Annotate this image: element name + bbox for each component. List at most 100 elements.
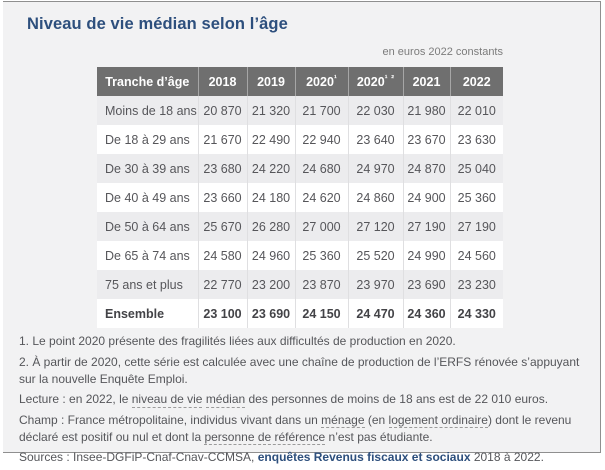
table-row: 75 ans et plus 22 770 23 200 23 870 23 970 23… [97, 270, 503, 299]
value-cell: 24 970 [347, 154, 403, 183]
table-container: Tranche d’âge 2018 2019 2020¹ 2020¹ ² 2021 202… [97, 67, 503, 328]
data-table: Tranche d’âge 2018 2019 2020¹ 2020¹ ² 2021 202… [97, 67, 503, 328]
value-cell: 24 900 [402, 183, 450, 212]
footnote-1: 1. Le point 2020 présente des fragilités… [19, 333, 591, 350]
column-header: 2020¹ ² [347, 67, 403, 96]
value-cell: 23 630 [449, 125, 503, 154]
value-cell: 27 000 [294, 212, 348, 241]
value-cell: 24 860 [347, 183, 403, 212]
note-text: Sources : Insee-DGFiP-Cnaf-Cnav-CCMSA, [19, 450, 258, 464]
definition-link[interactable]: médian [205, 392, 246, 408]
value-cell: 24 680 [294, 154, 348, 183]
lecture-note: Lecture : en 2022, le niveau de vie médi… [19, 391, 591, 408]
header-row: Tranche d’âge 2018 2019 2020¹ 2020¹ ² 2021 202… [97, 67, 503, 96]
table-row: Ensemble 23 100 23 690 24 150 24 470 24 360 24… [97, 299, 503, 328]
table-row: De 40 à 49 ans 23 660 24 180 24 620 24 860 24… [97, 183, 503, 212]
value-cell: 23 690 [246, 299, 295, 328]
value-cell: 22 030 [347, 96, 403, 125]
value-cell: 24 560 [449, 241, 503, 270]
column-header: 2020¹ [294, 67, 348, 96]
source-link[interactable]: enquêtes Revenus fiscaux et sociaux [257, 450, 471, 464]
value-cell: 22 490 [246, 125, 295, 154]
value-cell: 24 360 [402, 299, 450, 328]
value-cell: 24 870 [402, 154, 450, 183]
definition-link[interactable]: personne de référence [204, 429, 326, 445]
row-label: De 50 à 64 ans [105, 219, 190, 234]
row-label: 75 ans et plus [105, 277, 183, 292]
value-cell: 24 990 [402, 241, 450, 270]
row-label: Moins de 18 ans [105, 103, 197, 118]
value-cell: 25 520 [347, 241, 403, 270]
value-cell: 20 870 [197, 96, 247, 125]
value-cell: 21 670 [197, 125, 247, 154]
table-row: De 65 à 74 ans 24 580 24 960 25 360 25 520 24… [97, 241, 503, 270]
value-cell: 24 620 [294, 183, 348, 212]
table-row: Moins de 18 ans 20 870 21 320 21 700 22 030 2… [97, 96, 503, 125]
column-header: 2021 [402, 67, 450, 96]
value-cell: 21 980 [402, 96, 450, 125]
value-cell: 24 220 [246, 154, 295, 183]
value-cell: 27 120 [347, 212, 403, 241]
note-text: (en [364, 412, 389, 427]
row-label: De 18 à 29 ans [105, 132, 190, 147]
value-cell: 23 660 [197, 183, 247, 212]
value-cell: 21 700 [294, 96, 348, 125]
value-cell: 23 680 [197, 154, 247, 183]
value-cell: 24 580 [197, 241, 247, 270]
table-body: Moins de 18 ans 20 870 21 320 21 700 22 030 2… [97, 96, 503, 328]
value-cell: 25 360 [449, 183, 503, 212]
value-cell: 24 150 [294, 299, 348, 328]
note-text: 2018 à 2022. [470, 450, 544, 464]
definition-link[interactable]: niveau de vie [131, 392, 203, 408]
sources-note: Sources : Insee-DGFiP-Cnaf-Cnav-CCMSA, e… [19, 449, 591, 466]
figure-card: Niveau de vie médian selon l’âge en euro… [3, 1, 601, 464]
column-header: 2022 [449, 67, 503, 96]
note-text: ) dont le revenu déclaré est positif ou … [19, 412, 572, 444]
column-header: 2019 [246, 67, 295, 96]
value-cell: 23 690 [402, 270, 450, 299]
table-row: De 50 à 64 ans 25 670 26 280 27 000 27 120 27… [97, 212, 503, 241]
value-cell: 24 180 [246, 183, 295, 212]
value-cell: 27 190 [449, 212, 503, 241]
column-header: 2018 [197, 67, 247, 96]
champ-note: Champ : France métropolitaine, individus… [19, 412, 591, 446]
value-cell: 24 960 [246, 241, 295, 270]
row-label: De 40 à 49 ans [105, 190, 190, 205]
footnote-2: 2. À partir de 2020, cette série est cal… [19, 354, 591, 388]
notes-block: 1. Le point 2020 présente des fragilités… [19, 333, 591, 470]
value-cell: 24 470 [347, 299, 403, 328]
value-cell: 27 190 [402, 212, 450, 241]
note-text: des personnes de moins de 18 ans est de … [245, 392, 549, 406]
row-label: De 65 à 74 ans [105, 248, 190, 263]
definition-link[interactable]: logement ordinaire [388, 412, 488, 428]
page-title: Niveau de vie médian selon l’âge [27, 15, 288, 33]
definition-link[interactable]: ménage [321, 412, 365, 428]
row-label: De 30 à 39 ans [105, 161, 190, 176]
note-text: 2. À partir de 2020, cette série est cal… [19, 354, 580, 386]
value-cell: 23 870 [294, 270, 348, 299]
value-cell: 23 970 [347, 270, 403, 299]
note-text: n’est pas étudiante. [325, 429, 433, 444]
row-label: Ensemble [105, 306, 165, 321]
value-cell: 25 040 [449, 154, 503, 183]
table-row: De 30 à 39 ans 23 680 24 220 24 680 24 970 24… [97, 154, 503, 183]
value-cell: 23 670 [402, 125, 450, 154]
table-row: De 18 à 29 ans 21 670 22 490 22 940 23 640 23… [97, 125, 503, 154]
column-header: Tranche d’âge [97, 67, 198, 96]
value-cell: 26 280 [246, 212, 295, 241]
value-cell: 23 640 [347, 125, 403, 154]
value-cell: 23 200 [246, 270, 295, 299]
value-cell: 22 010 [449, 96, 503, 125]
value-cell: 23 230 [449, 270, 503, 299]
value-cell: 21 320 [246, 96, 295, 125]
value-cell: 24 330 [449, 299, 503, 328]
value-cell: 25 360 [294, 241, 348, 270]
note-text: 1. Le point 2020 présente des fragilités… [19, 334, 456, 348]
value-cell: 25 670 [197, 212, 247, 241]
value-cell: 22 940 [294, 125, 348, 154]
value-cell: 23 100 [197, 299, 247, 328]
value-cell: 22 770 [197, 270, 247, 299]
note-text: Lecture : en 2022, le [19, 392, 132, 406]
unit-note: en euros 2022 constants [382, 46, 503, 58]
note-text: Champ : France métropolitaine, individus… [19, 412, 322, 427]
